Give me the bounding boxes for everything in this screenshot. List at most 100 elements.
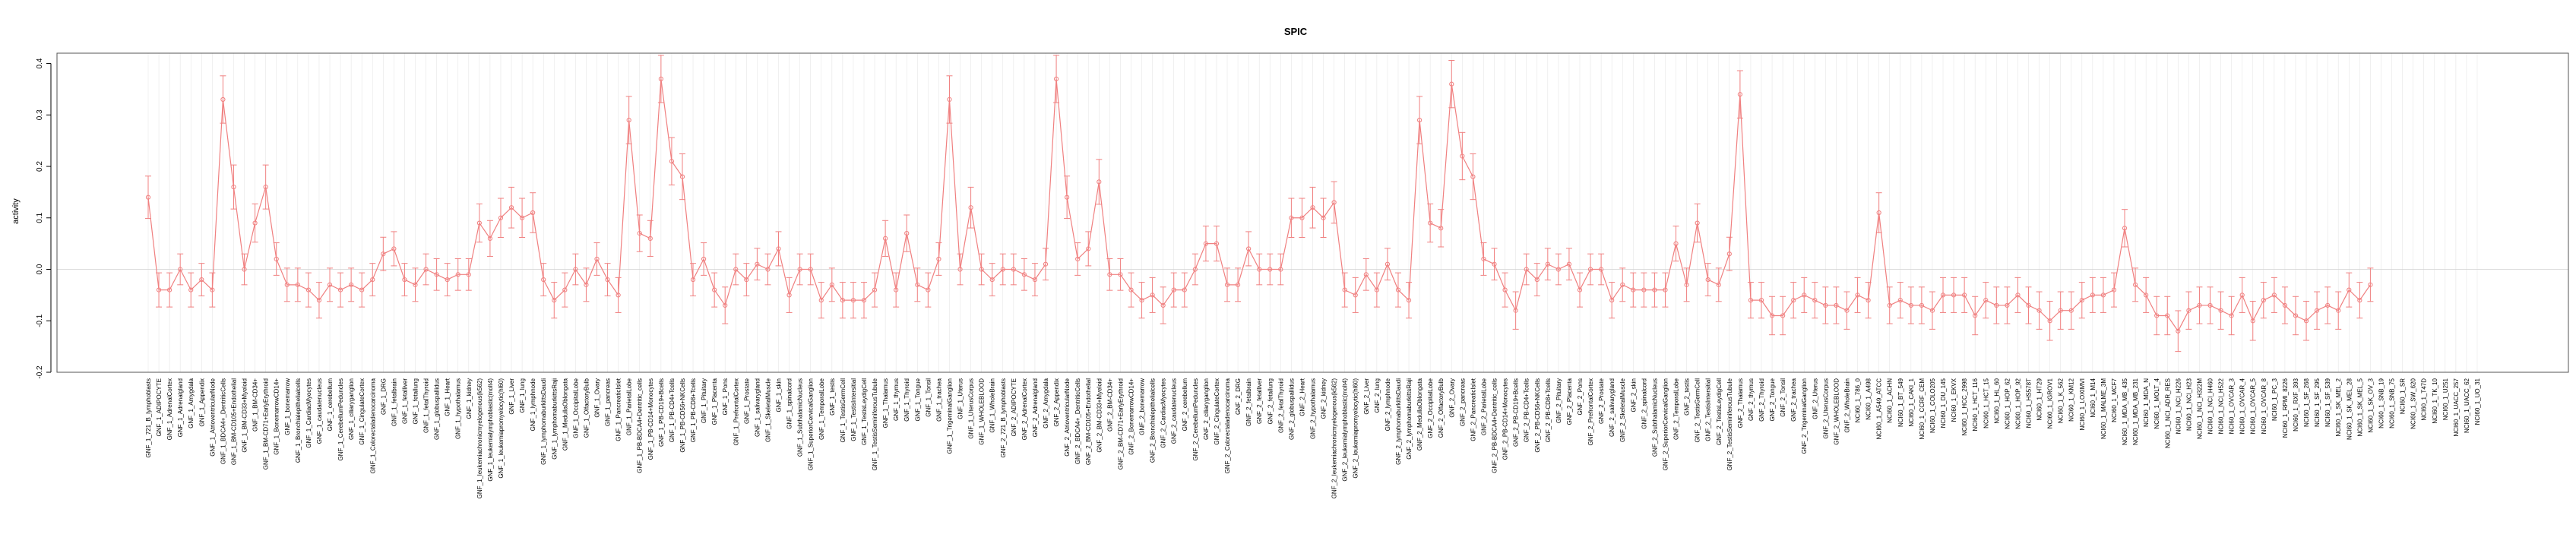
x-tick-label: GNF_1_lymphnode bbox=[530, 378, 536, 431]
x-tick-label: GNF_2_SkeletalMuscle bbox=[1619, 378, 1626, 442]
x-tick-label: GNF_1_PB-CD56+NKCells bbox=[679, 378, 686, 453]
data-point bbox=[573, 267, 578, 272]
x-tick-label: GNF_1_testis bbox=[829, 378, 836, 416]
x-tick-label: GNF_1_BM-CD34+ bbox=[252, 378, 259, 432]
data-point bbox=[1631, 287, 1636, 292]
data-point bbox=[1460, 153, 1465, 159]
data-point bbox=[658, 76, 663, 81]
data-point bbox=[2368, 282, 2373, 287]
data-point bbox=[1919, 302, 1924, 308]
x-axis-tick-labels: GNF_1_721_B_lymphoblasts GNF_1_ADIPOCYTE G… bbox=[145, 378, 2481, 498]
x-tick-label: GNF_1_Uterus bbox=[957, 378, 964, 419]
data-point bbox=[1310, 205, 1315, 210]
x-tick-label: GNF_1_AdrenalCortex bbox=[166, 378, 173, 440]
x-tick-label: GNF_2_PB-CD19+Bcells bbox=[1513, 378, 1520, 447]
x-tick-label: GNF_2_Liver bbox=[1363, 378, 1370, 415]
x-tick-label: GNF_1_Tongue bbox=[914, 378, 921, 421]
data-point bbox=[1791, 298, 1796, 303]
x-tick-label: GNF_2_SubthalamicNucleus bbox=[1651, 378, 1658, 457]
x-tick-label: GNF_2_bonemarrow bbox=[1139, 378, 1146, 435]
data-point bbox=[1599, 267, 1604, 272]
x-tick-label: NCI60_1_BT_549 bbox=[1897, 378, 1904, 427]
x-tick-label: GNF_2_AtrioventricularNode bbox=[1064, 378, 1071, 456]
x-tick-label: NCI60_1_CAKI_1 bbox=[1908, 378, 1915, 426]
x-tick-label: GNF_1_Thalamus bbox=[882, 378, 889, 428]
data-point bbox=[605, 277, 610, 283]
x-tick-label: NCI60_1_MALME_3M bbox=[2100, 378, 2107, 439]
x-tick-label: NCI60_1_IGROV1 bbox=[2047, 378, 2054, 428]
x-tick-label: GNF_2_TemporalLobe bbox=[1673, 378, 1680, 439]
x-tick-label: NCI60_1_SNB_75 bbox=[2389, 378, 2396, 428]
x-tick-label: GNF_1_fetalThyroid bbox=[423, 378, 430, 433]
y-axis-label: activity bbox=[11, 198, 21, 224]
data-point bbox=[508, 205, 514, 210]
x-tick-label: NCI60_1_SK_MEL_2 bbox=[2335, 378, 2342, 436]
x-tick-label: NCI60_1_T47D bbox=[2421, 378, 2428, 421]
data-point bbox=[733, 267, 739, 272]
x-tick-label: GNF_1_PB-BDCA4+Dentritic_cells bbox=[637, 378, 644, 473]
data-point bbox=[1609, 298, 1615, 303]
x-tick-label: NCI60_1_A549_ATCC bbox=[1876, 378, 1883, 440]
data-point bbox=[541, 277, 546, 283]
x-tick-label: NCI60_1_K_562 bbox=[2058, 378, 2065, 423]
x-tick-label: NCI60_1_PC_3 bbox=[2271, 378, 2278, 421]
x-tick-label: GNF_2_PB-CD14+Monocytes bbox=[1502, 378, 1509, 460]
x-tick-label: GNF_2_lung bbox=[1374, 378, 1381, 413]
data-point bbox=[829, 282, 834, 287]
x-tick-label: GNF_1_cerebellum bbox=[327, 378, 334, 432]
data-point bbox=[2026, 302, 2031, 308]
x-tick-label: NCI60_1_CCRF_CEM bbox=[1919, 378, 1926, 440]
x-tick-label: GNF_1_BM-CD33+Myeloid bbox=[242, 378, 248, 453]
x-tick-label: NCI60_1_ACHN bbox=[1887, 378, 1894, 423]
data-point bbox=[2282, 302, 2288, 308]
x-tick-label: GNF_1_leukemiachronicmyelogenous(k562) bbox=[476, 378, 483, 499]
data-point bbox=[1908, 302, 1913, 308]
data-point bbox=[1363, 272, 1369, 277]
data-point bbox=[936, 256, 941, 262]
data-point bbox=[2207, 302, 2213, 308]
x-tick-label: GNF_1_OlfactoryBulb bbox=[583, 378, 590, 438]
x-tick-label: GNF_2_trachea bbox=[1790, 378, 1797, 421]
data-point bbox=[466, 272, 471, 277]
x-tick-label: GNF_2_Ovary bbox=[1448, 378, 1455, 418]
y-tick-label: 0.3 bbox=[36, 109, 44, 120]
data-point bbox=[808, 267, 813, 272]
x-tick-label: NCI60_1_SK_MEL_5 bbox=[2356, 378, 2363, 436]
x-tick-label: NCI60_1_NCI_H322M bbox=[2196, 378, 2203, 439]
data-point bbox=[2100, 292, 2106, 298]
data-point bbox=[1812, 298, 1818, 303]
data-point bbox=[1513, 308, 1518, 313]
x-tick-label: GNF_2_fetalThyroid bbox=[1277, 378, 1284, 433]
data-point bbox=[1000, 267, 1005, 272]
x-tick-label: NCI60_1_MDA_MB_231 bbox=[2132, 378, 2139, 445]
plot-frame bbox=[56, 52, 2569, 373]
x-tick-label: GNF_1_DRG bbox=[380, 378, 387, 415]
data-point bbox=[2229, 313, 2234, 318]
x-tick-label: GNF_1_AtrioventricularNode bbox=[209, 378, 216, 456]
x-tick-label: GNF_1_ciliaryganglion bbox=[348, 378, 355, 440]
x-tick-label: GNF_1_caudatenucleus bbox=[316, 378, 323, 444]
data-point bbox=[1834, 302, 1839, 308]
x-tick-label: NCI60_1_SK_MEL_28 bbox=[2346, 378, 2353, 439]
data-point bbox=[584, 282, 589, 287]
data-point bbox=[1983, 298, 1989, 303]
x-tick-label: GNF_1_bonemarrow bbox=[284, 378, 291, 435]
data-point bbox=[199, 277, 204, 283]
data-point bbox=[679, 174, 685, 179]
data-point bbox=[776, 246, 781, 251]
x-tick-label: GNF_2_TestisLeydigCell bbox=[1716, 378, 1723, 445]
x-tick-label: NCI60_1_MDA_MB_435 bbox=[2122, 378, 2128, 445]
x-tick-label: GNF_1_Amygdala bbox=[188, 378, 195, 428]
data-point bbox=[2154, 313, 2160, 318]
x-tick-label: NCI60_1_OVCAR_8 bbox=[2261, 378, 2267, 434]
x-tick-label: GNF_1_ADIPOCYTE bbox=[156, 378, 163, 436]
data-point bbox=[2347, 287, 2352, 292]
x-tick-label: GNF_2_kidney bbox=[1321, 378, 1328, 419]
x-tick-label: GNF_1_TemporalLobe bbox=[818, 378, 825, 439]
data-point bbox=[626, 117, 631, 123]
data-point bbox=[381, 251, 386, 257]
x-tick-label: GNF_1_OccipitalLobe bbox=[572, 378, 579, 438]
data-point bbox=[359, 287, 365, 292]
data-point bbox=[2132, 282, 2138, 287]
data-point bbox=[1566, 261, 1572, 267]
